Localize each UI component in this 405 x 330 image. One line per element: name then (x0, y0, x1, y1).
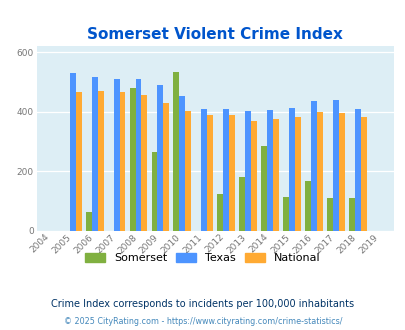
Bar (360, 117, 366, 231)
Bar (239, 177, 245, 231)
Text: Crime Index corresponds to incidents per 100,000 inhabitants: Crime Index corresponds to incidents per… (51, 299, 354, 309)
Bar (201, 109, 207, 231)
Bar (129, 88, 135, 231)
Bar (135, 79, 141, 231)
Bar (245, 111, 250, 231)
Bar (207, 115, 213, 231)
Bar (217, 194, 223, 231)
Bar (348, 198, 354, 231)
Bar (266, 110, 272, 231)
Bar (141, 95, 147, 231)
Bar (85, 212, 92, 231)
Bar (119, 92, 125, 231)
Bar (310, 101, 316, 231)
Bar (163, 103, 169, 231)
Bar (316, 113, 322, 231)
Bar (151, 152, 157, 231)
Bar (304, 181, 310, 231)
Bar (92, 78, 97, 231)
Bar (70, 73, 75, 231)
Bar (185, 111, 191, 231)
Bar (228, 115, 234, 231)
Bar (157, 85, 163, 231)
Bar (272, 119, 278, 231)
Bar (260, 146, 266, 231)
Bar (75, 91, 81, 231)
Bar (250, 121, 256, 231)
Bar (173, 72, 179, 231)
Bar (326, 198, 332, 231)
Bar (179, 96, 185, 231)
Bar (282, 197, 288, 231)
Bar (288, 109, 294, 231)
Bar (338, 113, 344, 231)
Text: © 2025 CityRating.com - https://www.cityrating.com/crime-statistics/: © 2025 CityRating.com - https://www.city… (64, 317, 341, 326)
Bar (97, 91, 103, 231)
Bar (223, 109, 228, 231)
Bar (354, 109, 360, 231)
Legend: Somerset, Texas, National: Somerset, Texas, National (85, 253, 320, 263)
Bar (332, 100, 338, 231)
Bar (294, 117, 300, 231)
Bar (113, 79, 119, 231)
Title: Somerset Violent Crime Index: Somerset Violent Crime Index (87, 27, 342, 42)
